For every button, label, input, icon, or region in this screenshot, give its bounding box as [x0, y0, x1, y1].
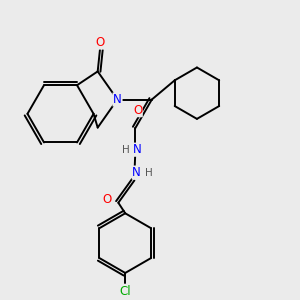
Text: Cl: Cl	[119, 285, 131, 298]
Text: O: O	[133, 103, 142, 117]
Text: N: N	[113, 93, 122, 106]
Text: N: N	[133, 143, 142, 156]
Text: N: N	[132, 166, 141, 179]
Text: H: H	[145, 168, 153, 178]
Text: H: H	[122, 145, 130, 155]
Text: O: O	[102, 193, 112, 206]
Text: O: O	[95, 36, 105, 49]
